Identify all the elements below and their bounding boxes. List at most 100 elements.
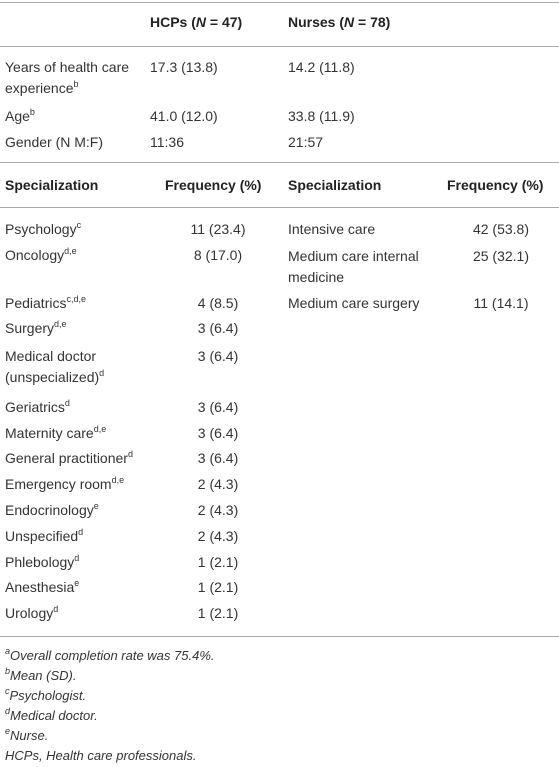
specialization: Medium care surgery <box>288 293 448 314</box>
frequency: 42 (53.8) <box>445 219 557 240</box>
superscript: e <box>74 578 80 588</box>
value-cell: 41.0 (12.0) <box>150 106 280 127</box>
frequency-value: 42 (53.8) <box>472 221 530 237</box>
header-text: Nurses ( <box>288 14 345 30</box>
frequency-value: 2 (4.3) <box>197 528 239 544</box>
superscript: d <box>64 398 70 408</box>
specialization: Urologyd <box>5 603 150 624</box>
label-text: Years of health care experience <box>5 59 130 96</box>
specialization-name: Intensive care <box>288 221 376 237</box>
frequency: 3 (6.4) <box>165 448 271 469</box>
frequency-value: 3 (6.4) <box>197 450 239 466</box>
specialization: Intensive care <box>288 219 448 240</box>
column-header: HCPs (N = 47) <box>150 12 290 33</box>
frequency-value: 11 (14.1) <box>473 295 529 311</box>
frequency-value: 11 (23.4) <box>190 221 246 237</box>
frequency-value: 1 (2.1) <box>197 605 239 621</box>
specialization-name: Emergency room <box>5 476 112 492</box>
specialization: Oncologyd,e <box>5 245 150 266</box>
superscript: d,e <box>64 246 77 256</box>
frequency: 3 (6.4) <box>165 423 271 444</box>
frequency: 8 (17.0) <box>165 245 271 266</box>
frequency: 1 (2.1) <box>165 552 271 573</box>
footnote: HCPs, Health care professionals. <box>5 745 555 766</box>
specialization: Maternity cared,e <box>5 423 150 444</box>
rule <box>0 46 559 47</box>
specialization: Medical doctor (unspecialized)d <box>5 346 150 388</box>
specialization: Endocrinologye <box>5 500 150 521</box>
value: 33.8 (11.9) <box>288 108 355 124</box>
specialization: Geriatricsd <box>5 397 150 418</box>
superscript: d,e <box>54 319 67 329</box>
specialization: Medium care internal medicine <box>288 246 448 288</box>
column-header: Frequency (%) <box>447 175 559 196</box>
column-header: Nurses (N = 78) <box>288 12 428 33</box>
footnote-mark: b <box>5 666 11 676</box>
specialization-name: Unspecified <box>5 528 79 544</box>
row-label: Gender (N M:F) <box>5 132 145 153</box>
rule <box>0 636 559 637</box>
value: 17.3 (13.8) <box>150 59 218 75</box>
value: 11:36 <box>150 134 184 150</box>
header-text: Frequency (%) <box>165 177 262 193</box>
footnote-mark: d <box>5 706 11 716</box>
frequency-value: 4 (8.5) <box>197 295 239 311</box>
column-header: Frequency (%) <box>165 175 285 196</box>
specialization: Pediatricsc,d,e <box>5 293 150 314</box>
value-cell: 11:36 <box>150 132 280 153</box>
value-cell: 14.2 (11.8) <box>288 57 418 78</box>
footnote-text: Overall completion rate was 75.4%. <box>10 648 215 663</box>
superscript: d <box>74 553 80 563</box>
frequency: 1 (2.1) <box>165 603 271 624</box>
header-text: = 78) <box>354 14 391 30</box>
frequency-value: 1 (2.1) <box>197 554 239 570</box>
frequency: 11 (14.1) <box>445 293 557 314</box>
label-text: Gender (N M:F) <box>5 134 104 150</box>
column-header: Specialization <box>288 175 438 196</box>
specialization-name: Medium care internal medicine <box>288 248 419 285</box>
specialization: Unspecifiedd <box>5 526 150 547</box>
rule <box>0 207 559 208</box>
frequency: 1 (2.1) <box>165 577 271 598</box>
frequency-value: 8 (17.0) <box>193 247 243 263</box>
header-text: Specialization <box>288 177 382 193</box>
specialization-name: Psychology <box>5 221 77 237</box>
specialization-name: Medical doctor (unspecialized) <box>5 348 100 385</box>
specialization-name: Geriatrics <box>5 399 65 415</box>
superscript: d <box>99 368 105 378</box>
specialization-name: Medium care surgery <box>288 295 420 311</box>
row-label: Years of health care experienceb <box>5 57 145 99</box>
frequency-value: 1 (2.1) <box>197 579 239 595</box>
specialization-name: Urology <box>5 605 54 621</box>
specialization-name: Surgery <box>5 320 55 336</box>
superscript: d <box>127 449 133 459</box>
specialization: Anesthesiae <box>5 577 150 598</box>
header-text: HCPs ( <box>150 14 196 30</box>
specialization-name: Endocrinology <box>5 502 94 518</box>
superscript: e <box>93 501 99 511</box>
frequency: 11 (23.4) <box>165 219 271 240</box>
specialization-name: General practitioner <box>5 450 128 466</box>
specialization: Surgeryd,e <box>5 318 150 339</box>
frequency: 4 (8.5) <box>165 293 271 314</box>
frequency: 3 (6.4) <box>165 318 271 339</box>
footnote-mark: c <box>5 686 10 696</box>
label-text: Age <box>5 108 30 124</box>
value: 41.0 (12.0) <box>150 108 218 124</box>
footnote: aOverall completion rate was 75.4%. <box>5 645 555 666</box>
frequency-value: 25 (32.1) <box>472 248 530 264</box>
row-label: Ageb <box>5 106 145 127</box>
frequency: 3 (6.4) <box>165 346 271 367</box>
value-cell: 17.3 (13.8) <box>150 57 280 78</box>
frequency-value: 3 (6.4) <box>197 320 239 336</box>
footnote: bMean (SD). <box>5 665 555 686</box>
footnote: cPsychologist. <box>5 685 555 706</box>
value-cell: 33.8 (11.9) <box>288 106 418 127</box>
footnote-text: HCPs, Health care professionals. <box>5 748 197 763</box>
superscript: b <box>29 107 35 117</box>
superscript: b <box>73 79 79 89</box>
frequency-value: 2 (4.3) <box>197 476 239 492</box>
specialization: Phlebologyd <box>5 552 150 573</box>
frequency: 2 (4.3) <box>165 526 271 547</box>
